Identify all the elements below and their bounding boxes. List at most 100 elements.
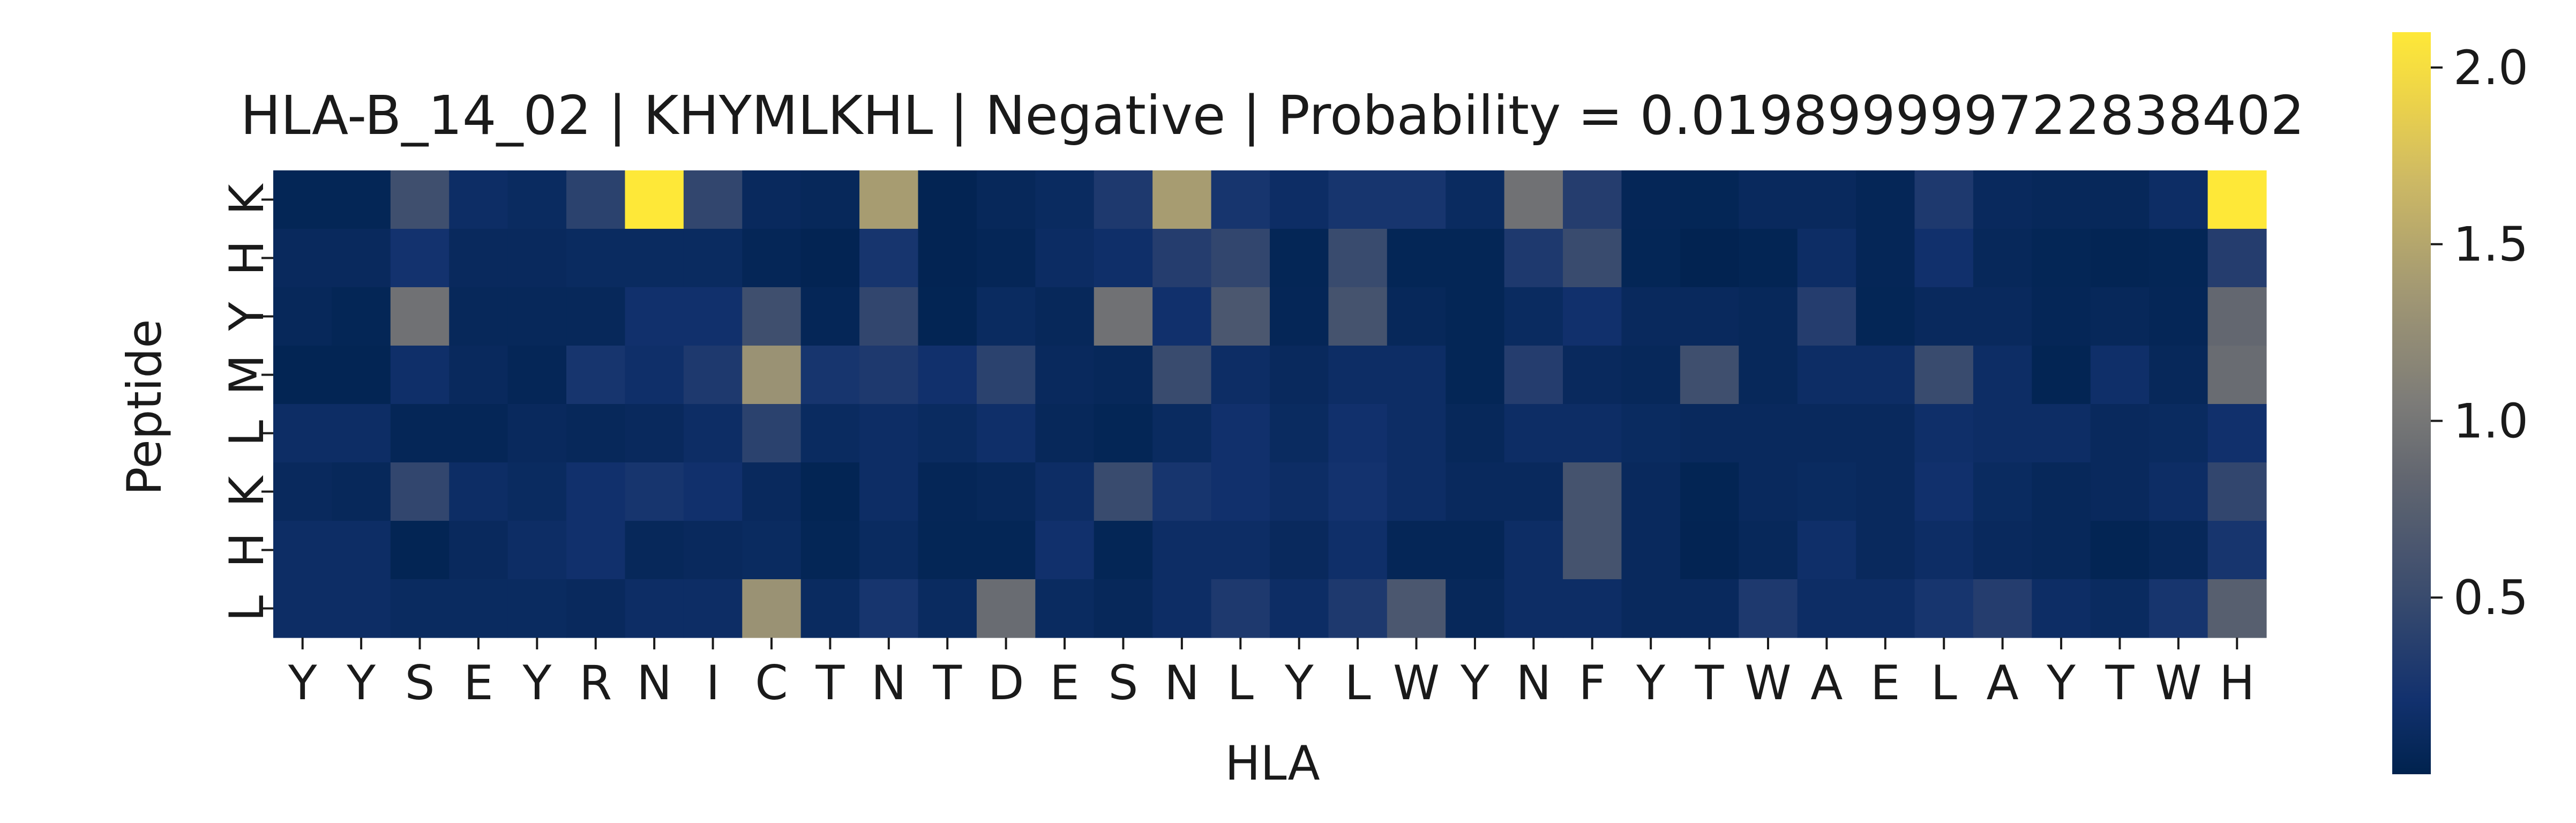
heatmap-cell xyxy=(800,170,860,229)
heatmap-cell xyxy=(507,462,567,521)
colorbar-tick-label: 1.0 xyxy=(2453,393,2528,448)
heatmap-cell xyxy=(1973,404,2032,463)
heatmap-cell xyxy=(1914,346,1974,405)
x-tick-label: S xyxy=(1109,655,1139,710)
heatmap-cell xyxy=(976,170,1036,229)
heatmap-cell xyxy=(1270,287,1329,346)
heatmap-cell xyxy=(683,287,743,346)
heatmap-cell xyxy=(859,579,919,638)
heatmap-cell xyxy=(1563,579,1622,638)
heatmap-cell xyxy=(1973,579,2032,638)
heatmap-cell xyxy=(1680,579,1739,638)
chart-title: HLA-B_14_02 | KHYMLKHL | Negative | Prob… xyxy=(241,84,2305,147)
heatmap-cell xyxy=(2207,287,2267,346)
heatmap-cell xyxy=(1387,579,1446,638)
heatmap-cell xyxy=(390,579,450,638)
x-tick-label: R xyxy=(579,655,612,710)
heatmap-cell xyxy=(1152,346,1212,405)
heatmap-cell xyxy=(273,287,333,346)
heatmap-cell xyxy=(1973,521,2032,580)
heatmap-cell xyxy=(2149,404,2208,463)
y-tick-label: L xyxy=(219,420,274,446)
heatmap-cell xyxy=(800,521,860,580)
heatmap-cell xyxy=(1211,229,1270,288)
heatmap-cell xyxy=(1211,346,1270,405)
heatmap-cell xyxy=(332,462,391,521)
heatmap-cell xyxy=(1328,404,1388,463)
heatmap-cell xyxy=(1094,346,1153,405)
heatmap-cell xyxy=(566,462,626,521)
heatmap-cell xyxy=(1914,229,1974,288)
x-axis-label: HLA xyxy=(1225,736,1320,791)
heatmap-cell xyxy=(1914,404,1974,463)
heatmap-cell xyxy=(390,346,450,405)
heatmap-cell xyxy=(1739,521,1798,580)
heatmap-cell xyxy=(1973,170,2032,229)
x-tick-label: C xyxy=(755,655,788,710)
x-tick-label: L xyxy=(1227,655,1254,710)
y-tick-label: L xyxy=(219,595,274,622)
heatmap-cell xyxy=(273,346,333,405)
heatmap-cell xyxy=(1035,404,1095,463)
heatmap-cell xyxy=(1446,170,1505,229)
heatmap-cell xyxy=(1856,404,1915,463)
heatmap-cell xyxy=(625,346,684,405)
y-tick-label: H xyxy=(219,240,274,275)
heatmap-cell xyxy=(1328,287,1388,346)
heatmap-cell xyxy=(566,404,626,463)
heatmap-cell xyxy=(1035,287,1095,346)
heatmap-cell xyxy=(1739,404,1798,463)
heatmap-cell xyxy=(390,170,450,229)
x-tick-label: E xyxy=(1870,655,1900,710)
x-tick-label: Y xyxy=(2046,655,2076,710)
x-tick-label: I xyxy=(706,655,720,710)
colorbar-tick-label: 0.5 xyxy=(2453,570,2528,625)
x-tick-label: Y xyxy=(288,655,317,710)
heatmap-cell xyxy=(1270,579,1329,638)
heatmap-cell xyxy=(742,521,802,580)
heatmap-cell xyxy=(507,579,567,638)
heatmap-cell xyxy=(1211,287,1270,346)
heatmap-cell xyxy=(625,170,684,229)
heatmap-cell xyxy=(449,462,508,521)
heatmap-cell xyxy=(1446,287,1505,346)
heatmap-cell xyxy=(918,287,977,346)
heatmap-cell xyxy=(2207,346,2267,405)
heatmap-cell xyxy=(566,346,626,405)
heatmap-cell xyxy=(625,404,684,463)
heatmap-cell xyxy=(1270,170,1329,229)
x-tick-label: S xyxy=(405,655,435,710)
heatmap-cells xyxy=(273,170,2267,638)
heatmap-cell xyxy=(1094,462,1153,521)
heatmap-cell xyxy=(1270,521,1329,580)
heatmap-cell xyxy=(1094,287,1153,346)
heatmap-cell xyxy=(1328,170,1388,229)
heatmap-cell xyxy=(390,287,450,346)
heatmap-cell xyxy=(1387,346,1446,405)
x-tick-label: T xyxy=(2105,655,2135,710)
heatmap-cell xyxy=(449,170,508,229)
heatmap-cell xyxy=(1035,170,1095,229)
heatmap-cell xyxy=(742,579,802,638)
heatmap-cell xyxy=(1680,521,1739,580)
heatmap-cell xyxy=(1739,579,1798,638)
heatmap-cell xyxy=(2090,404,2150,463)
x-tick-label: N xyxy=(636,655,672,710)
heatmap-cell xyxy=(1328,521,1388,580)
heatmap-cell xyxy=(1797,287,1856,346)
heatmap-cell xyxy=(2032,346,2091,405)
heatmap-cell xyxy=(507,229,567,288)
heatmap-cell xyxy=(1621,170,1681,229)
heatmap-cell xyxy=(1211,579,1270,638)
heatmap-cell xyxy=(742,287,802,346)
x-tick-label: F xyxy=(1578,655,1606,710)
heatmap-cell xyxy=(918,462,977,521)
heatmap-cell xyxy=(1563,170,1622,229)
heatmap-cell xyxy=(1035,462,1095,521)
heatmap-cell xyxy=(1797,521,1856,580)
heatmap-cell xyxy=(976,521,1036,580)
heatmap-cell xyxy=(449,521,508,580)
heatmap-cell xyxy=(273,404,333,463)
x-tick-label: W xyxy=(2155,655,2201,710)
